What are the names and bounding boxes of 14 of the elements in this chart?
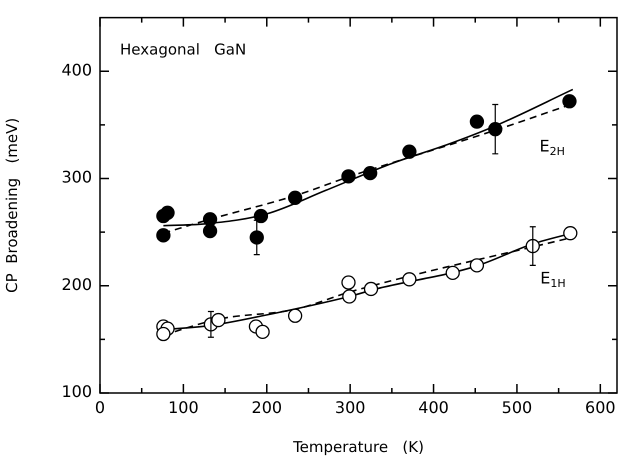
x-tick-label: 0 [94, 398, 106, 417]
x-tick-label: 200 [252, 398, 282, 417]
x-tick-label: 500 [502, 398, 532, 417]
x-tick-label: 400 [418, 398, 449, 417]
x-tick-label: 100 [168, 398, 199, 417]
y-tick-label: 100 [61, 382, 92, 402]
x-tick-label: 600 [585, 398, 616, 417]
y-tick-label: 200 [61, 274, 92, 294]
y-tick-label: 300 [61, 168, 92, 187]
y-tick-label: 400 [61, 60, 92, 80]
annotation: Hexagonal GaN [120, 40, 246, 58]
x-axis-title: Temperature (K) [292, 438, 424, 456]
x-tick-label: 300 [334, 398, 366, 417]
y-axis-title: CP Broadening (meV) [2, 118, 21, 293]
